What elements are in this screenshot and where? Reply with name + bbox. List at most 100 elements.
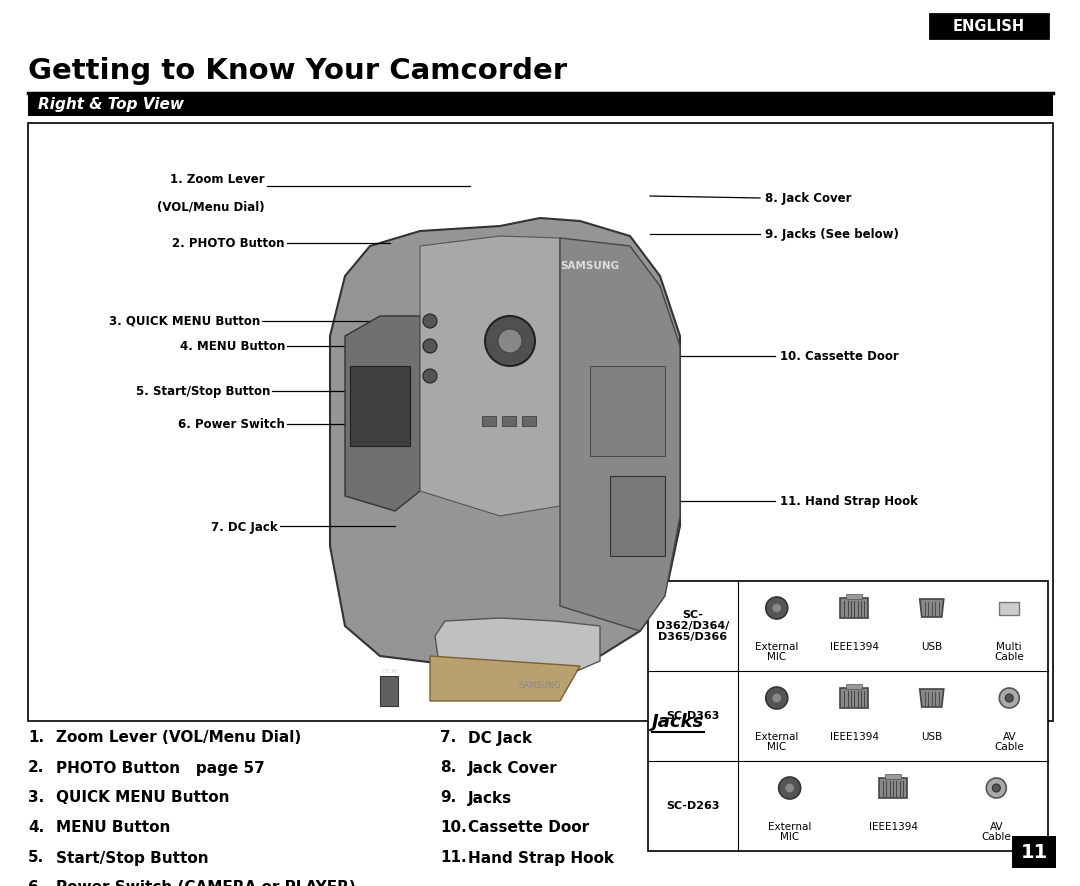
Text: External: External [768,822,811,832]
Text: Cable: Cable [982,832,1011,842]
Polygon shape [420,236,561,516]
Circle shape [772,603,782,613]
Text: Jacks: Jacks [652,713,704,731]
Bar [847,684,862,689]
Bar [28,92,1053,116]
Circle shape [779,777,800,799]
Text: QUICK MENU Button: QUICK MENU Button [56,790,229,805]
Bar [522,416,536,426]
Bar [1012,836,1056,868]
Polygon shape [920,599,944,617]
Circle shape [485,316,535,366]
Text: Power Switch (CAMERA or PLAYER): Power Switch (CAMERA or PLAYER) [56,881,355,886]
Text: 2.: 2. [28,760,44,775]
Text: 7.: 7. [440,730,456,745]
Text: External: External [755,642,798,652]
Text: Start/Stop Button: Start/Stop Button [56,851,208,866]
Text: USB: USB [921,732,943,742]
Bar [610,476,665,556]
Text: 5.: 5. [28,851,44,866]
Text: MIC: MIC [767,652,786,662]
Text: 4. MENU Button: 4. MENU Button [179,339,285,353]
Bar [999,602,1020,615]
Text: 8.: 8. [440,760,456,775]
Bar [482,416,496,426]
Bar [350,366,410,446]
Text: SAMSUNG: SAMSUNG [561,261,620,271]
Text: IEEE1394: IEEE1394 [868,822,918,832]
Text: 3.: 3. [28,790,44,805]
Text: 10.: 10. [440,820,467,835]
Text: 9.: 9. [440,790,456,805]
Text: Jack Cover: Jack Cover [468,760,557,775]
Circle shape [423,314,437,328]
Text: AV: AV [989,822,1003,832]
Text: SC-D363: SC-D363 [666,711,719,721]
Text: SC-D263: SC-D263 [666,801,719,811]
Text: Right & Top View: Right & Top View [38,97,184,112]
Text: 1. Zoom Lever: 1. Zoom Lever [171,173,265,186]
Text: DC Jack: DC Jack [468,730,532,745]
Circle shape [423,369,437,383]
Text: 4.: 4. [28,820,44,835]
Text: ENGLISH: ENGLISH [953,19,1025,34]
Text: 11: 11 [1021,843,1048,861]
Text: 3. QUICK MENU Button: 3. QUICK MENU Button [109,315,260,328]
Circle shape [423,339,437,353]
Text: SC-: SC- [683,610,703,620]
Text: MIC: MIC [780,832,799,842]
Text: D365/D366: D365/D366 [659,632,728,642]
Text: 1.: 1. [28,730,44,745]
Polygon shape [330,218,680,671]
Text: 11.: 11. [440,851,467,866]
Text: 9. Jacks (See below): 9. Jacks (See below) [765,228,899,240]
Text: PHOTO Button   page 57: PHOTO Button page 57 [56,760,265,775]
Bar [502,416,516,426]
Text: 5. Start/Stop Button: 5. Start/Stop Button [136,385,270,398]
Bar [648,581,1048,851]
Text: MENU Button: MENU Button [56,820,171,835]
Text: IEEE1394: IEEE1394 [829,642,879,652]
Text: MIC: MIC [767,742,786,752]
Circle shape [986,778,1007,798]
Text: 11. Hand Strap Hook: 11. Hand Strap Hook [780,494,918,508]
Text: Getting to Know Your Camcorder: Getting to Know Your Camcorder [28,57,567,85]
Text: IEEE1394: IEEE1394 [829,732,879,742]
Bar [840,688,868,708]
Circle shape [999,688,1020,708]
Text: 6.: 6. [28,881,44,886]
Text: SAMSUNG: SAMSUNG [518,681,562,690]
Text: Cable: Cable [995,652,1024,662]
Text: Jacks: Jacks [468,790,512,805]
Text: Cable: Cable [995,742,1024,752]
Polygon shape [561,238,680,631]
Circle shape [785,783,795,793]
Text: 6. Power Switch: 6. Power Switch [178,417,285,431]
Text: 2. PHOTO Button: 2. PHOTO Button [173,237,285,250]
Circle shape [772,693,782,703]
Text: 7. DC Jack: 7. DC Jack [212,522,278,534]
Bar [930,14,1048,38]
Bar [28,123,1053,721]
Text: 8. Jack Cover: 8. Jack Cover [765,191,851,205]
Text: Cassette Door: Cassette Door [468,820,589,835]
Circle shape [766,687,787,709]
Circle shape [766,597,787,619]
Text: USB: USB [921,642,943,652]
Polygon shape [920,689,944,707]
Bar [590,366,665,456]
Polygon shape [435,618,600,681]
Bar [380,676,399,706]
Circle shape [498,329,522,353]
Text: Hand Strap Hook: Hand Strap Hook [468,851,615,866]
Text: AV: AV [1002,732,1016,742]
Polygon shape [345,316,420,511]
Text: (VOL/Menu Dial): (VOL/Menu Dial) [158,200,265,213]
Polygon shape [430,656,580,701]
Circle shape [993,784,1000,792]
Text: 10. Cassette Door: 10. Cassette Door [780,349,899,362]
Bar [879,778,907,798]
Bar [847,594,862,599]
Circle shape [1005,694,1013,702]
Text: D362/D364/: D362/D364/ [657,621,730,631]
